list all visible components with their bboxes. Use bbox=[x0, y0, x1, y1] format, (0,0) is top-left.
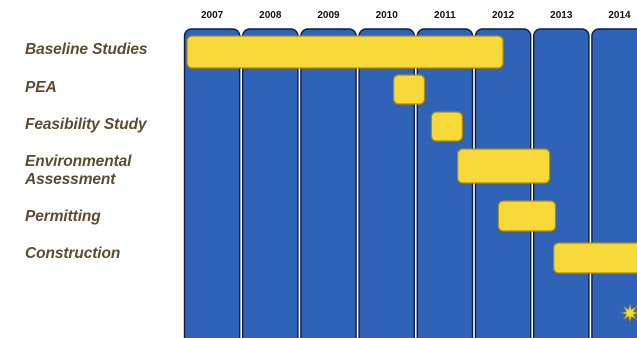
task-label-environmental-assessment: Environmental Assessment bbox=[25, 153, 132, 188]
year-label-2013: 2013 bbox=[550, 10, 573, 21]
task-bar-construction bbox=[553, 242, 637, 274]
task-bar-baseline-studies bbox=[186, 35, 504, 69]
year-labels: 2007 2008 2009 2010 2011 2012 2013 2014 bbox=[201, 10, 631, 21]
year-column-2009 bbox=[300, 28, 357, 338]
year-label-2014: 2014 bbox=[608, 10, 631, 21]
year-label-2008: 2008 bbox=[259, 10, 282, 21]
task-label-baseline-studies: Baseline Studies bbox=[25, 41, 148, 58]
task-bar-permitting bbox=[497, 200, 557, 232]
task-label-feasibility-study: Feasibility Study bbox=[25, 116, 147, 133]
year-column-2010 bbox=[358, 28, 415, 338]
task-label-permitting: Permitting bbox=[25, 208, 101, 225]
year-label-2011: 2011 bbox=[434, 10, 456, 21]
year-label-2009: 2009 bbox=[317, 10, 340, 21]
year-label-2007: 2007 bbox=[201, 10, 224, 21]
task-bars bbox=[186, 35, 637, 274]
year-column-2007 bbox=[183, 28, 241, 338]
year-label-2010: 2010 bbox=[376, 10, 399, 21]
task-bar-pea bbox=[393, 74, 426, 105]
star-icon bbox=[620, 303, 637, 323]
task-label-construction: Construction bbox=[25, 245, 121, 262]
year-column-2008 bbox=[242, 28, 299, 338]
year-label-2012: 2012 bbox=[492, 10, 515, 21]
task-label-pea: PEA bbox=[25, 79, 57, 96]
task-bar-feasibility-study bbox=[430, 111, 463, 142]
year-column-2011 bbox=[416, 28, 474, 338]
task-bar-environmental-assessment bbox=[457, 148, 551, 184]
year-column-2014 bbox=[591, 28, 637, 338]
